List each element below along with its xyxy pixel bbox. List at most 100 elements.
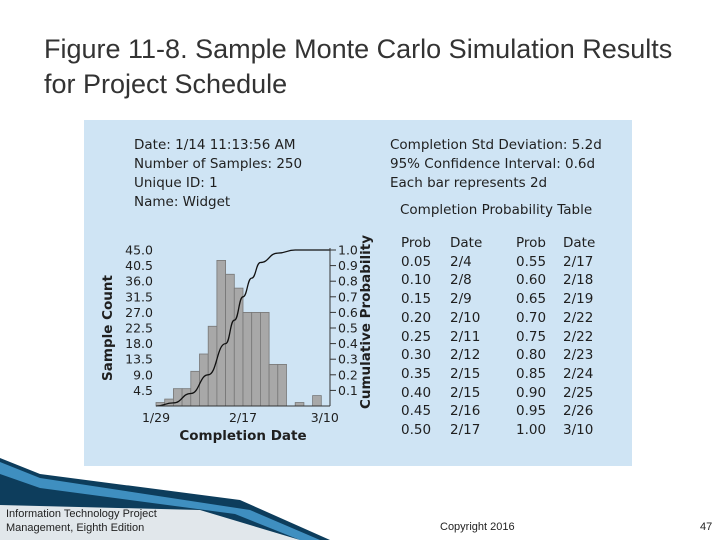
bar-3/6 (312, 395, 322, 407)
y-tick-label: 31.5 (125, 289, 153, 304)
y2-tick-label: 0.1 (338, 383, 358, 398)
table-cell: 2/26 (563, 403, 594, 420)
y-axis-label: Sample Count (100, 275, 116, 381)
table-cell: 2/8 (450, 272, 472, 289)
x-axis-ticks: 1/29 2/17 3/10 (142, 410, 339, 425)
table-cell: 0.15 (401, 291, 432, 308)
table-cell: 2/11 (450, 328, 481, 345)
table-cell: 3/10 (563, 422, 594, 439)
info-bar-width: Each bar represents 2d (390, 175, 548, 191)
figure-panel: Date: 1/14 11:13:56 AM Number of Samples… (84, 120, 632, 466)
bar-2/22 (259, 311, 270, 407)
y2-axis-label: Cumulative Probability (358, 235, 374, 409)
table-cell: 0.40 (401, 384, 432, 401)
table-cell: 2/23 (563, 347, 594, 364)
bar-2/20 (251, 311, 261, 407)
table-cell: 2/15 (450, 384, 481, 401)
y2-tick-label: 0.8 (338, 274, 358, 289)
table-cell: 0.50 (401, 422, 432, 439)
y-tick-label: 36.0 (125, 274, 153, 289)
bar-2/18 (242, 311, 253, 407)
histogram-chart: 45.040.536.031.527.022.518.013.59.04.5 1… (100, 235, 374, 444)
table-cell: 0.80 (516, 347, 547, 364)
table-cell: 0.35 (401, 365, 432, 382)
table-cell: 1.00 (516, 422, 547, 439)
table-cell: 2/22 (563, 328, 594, 345)
prob-col-2: Prob 0.55 0.60 0.65 0.70 0.75 0.80 0.85 … (516, 234, 546, 440)
table-cell: 2/25 (563, 384, 594, 401)
y2-tick-label: 0.6 (338, 305, 358, 320)
bar-2/12 (216, 259, 226, 407)
stats-info: Completion Std Deviation: 5.2d 95% Confi… (390, 136, 602, 193)
table-cell: 2/22 (563, 309, 594, 326)
bar-2/6 (190, 370, 200, 407)
y2-tick-label: 0.4 (338, 336, 358, 351)
table-cell: 2/15 (450, 365, 481, 382)
table-cell: 2/19 (563, 291, 594, 308)
table-cell: 2/17 (450, 422, 481, 439)
table-cell: 0.65 (516, 291, 547, 308)
bar-2/24 (268, 363, 279, 407)
y-tick-label: 4.5 (133, 383, 153, 398)
bar-2/14 (225, 273, 235, 407)
table-cell: 0.30 (401, 347, 432, 364)
y-tick-label: 45.0 (125, 243, 153, 258)
y-tick-label: 18.0 (125, 336, 153, 351)
table-cell: 2/4 (450, 253, 472, 270)
table-cell: 0.60 (516, 272, 547, 289)
info-date: Date: 1/14 11:13:56 AM (134, 137, 296, 153)
y2-axis-ticks: 1.00.90.80.70.60.50.40.30.20.1 (330, 243, 358, 398)
cumulative-curve (155, 249, 330, 407)
table-cell: 2/18 (563, 272, 594, 289)
info-confidence: 95% Confidence Interval: 0.6d (390, 156, 596, 172)
table-header: Prob (516, 235, 546, 251)
table-cell: 0.95 (516, 403, 547, 420)
y2-tick-label: 0.9 (338, 258, 358, 273)
table-header: Prob (401, 235, 431, 251)
table-cell: 2/9 (450, 291, 472, 308)
histogram-bars (155, 259, 322, 407)
footer-copyright: Copyright 2016 (440, 521, 515, 533)
table-cell: 0.85 (516, 365, 547, 382)
table-cell: 2/10 (450, 309, 481, 326)
y2-tick-label: 0.2 (338, 367, 358, 382)
table-cell: 0.25 (401, 328, 432, 345)
probability-table-title: Completion Probability Table (400, 202, 593, 218)
y-tick-label: 22.5 (125, 321, 153, 336)
x-tick-label: 3/10 (311, 410, 339, 425)
y2-tick-label: 0.5 (338, 321, 358, 336)
table-cell: 0.20 (401, 309, 432, 326)
page-number: 47 (700, 521, 713, 533)
y-tick-label: 40.5 (125, 258, 153, 273)
table-cell: 0.90 (516, 384, 547, 401)
bar-2/26 (277, 363, 287, 407)
x-axis-label: Completion Date (179, 428, 306, 444)
table-cell: 2/16 (450, 403, 481, 420)
x-tick-label: 2/17 (229, 410, 257, 425)
y2-tick-label: 0.3 (338, 352, 358, 367)
y2-tick-label: 1.0 (338, 243, 358, 258)
table-cell: 2/24 (563, 365, 594, 382)
x-tick-label: 1/29 (142, 410, 170, 425)
slide-title: Figure 11-8. Sample Monte Carlo Simulati… (44, 34, 673, 99)
table-header: Date (450, 235, 483, 251)
table-header: Date (563, 235, 596, 251)
info-samples: Number of Samples: 250 (134, 156, 303, 172)
run-info: Date: 1/14 11:13:56 AM Number of Samples… (134, 136, 302, 212)
info-unique-id: Unique ID: 1 (134, 175, 218, 191)
date-col-2: Date 2/17 2/18 2/19 2/22 2/22 2/23 2/24 … (563, 234, 595, 440)
table-cell: 0.05 (401, 253, 432, 270)
y-tick-label: 9.0 (133, 367, 153, 382)
table-cell: 0.10 (401, 272, 432, 289)
info-std-dev: Completion Std Deviation: 5.2d (390, 137, 602, 153)
bar-2/8 (199, 353, 209, 407)
bar-2/10 (207, 325, 218, 407)
table-cell: 2/12 (450, 347, 481, 364)
table-cell: 0.70 (516, 309, 547, 326)
table-cell: 0.55 (516, 253, 547, 270)
info-name: Name: Widget (134, 194, 231, 210)
y-axis-ticks: 45.040.536.031.527.022.518.013.59.04.5 (125, 243, 153, 398)
y-tick-label: 27.0 (125, 305, 153, 320)
table-cell: 0.75 (516, 328, 547, 345)
date-col-1: Date 2/4 2/8 2/9 2/10 2/11 2/12 2/15 2/1… (450, 234, 482, 440)
